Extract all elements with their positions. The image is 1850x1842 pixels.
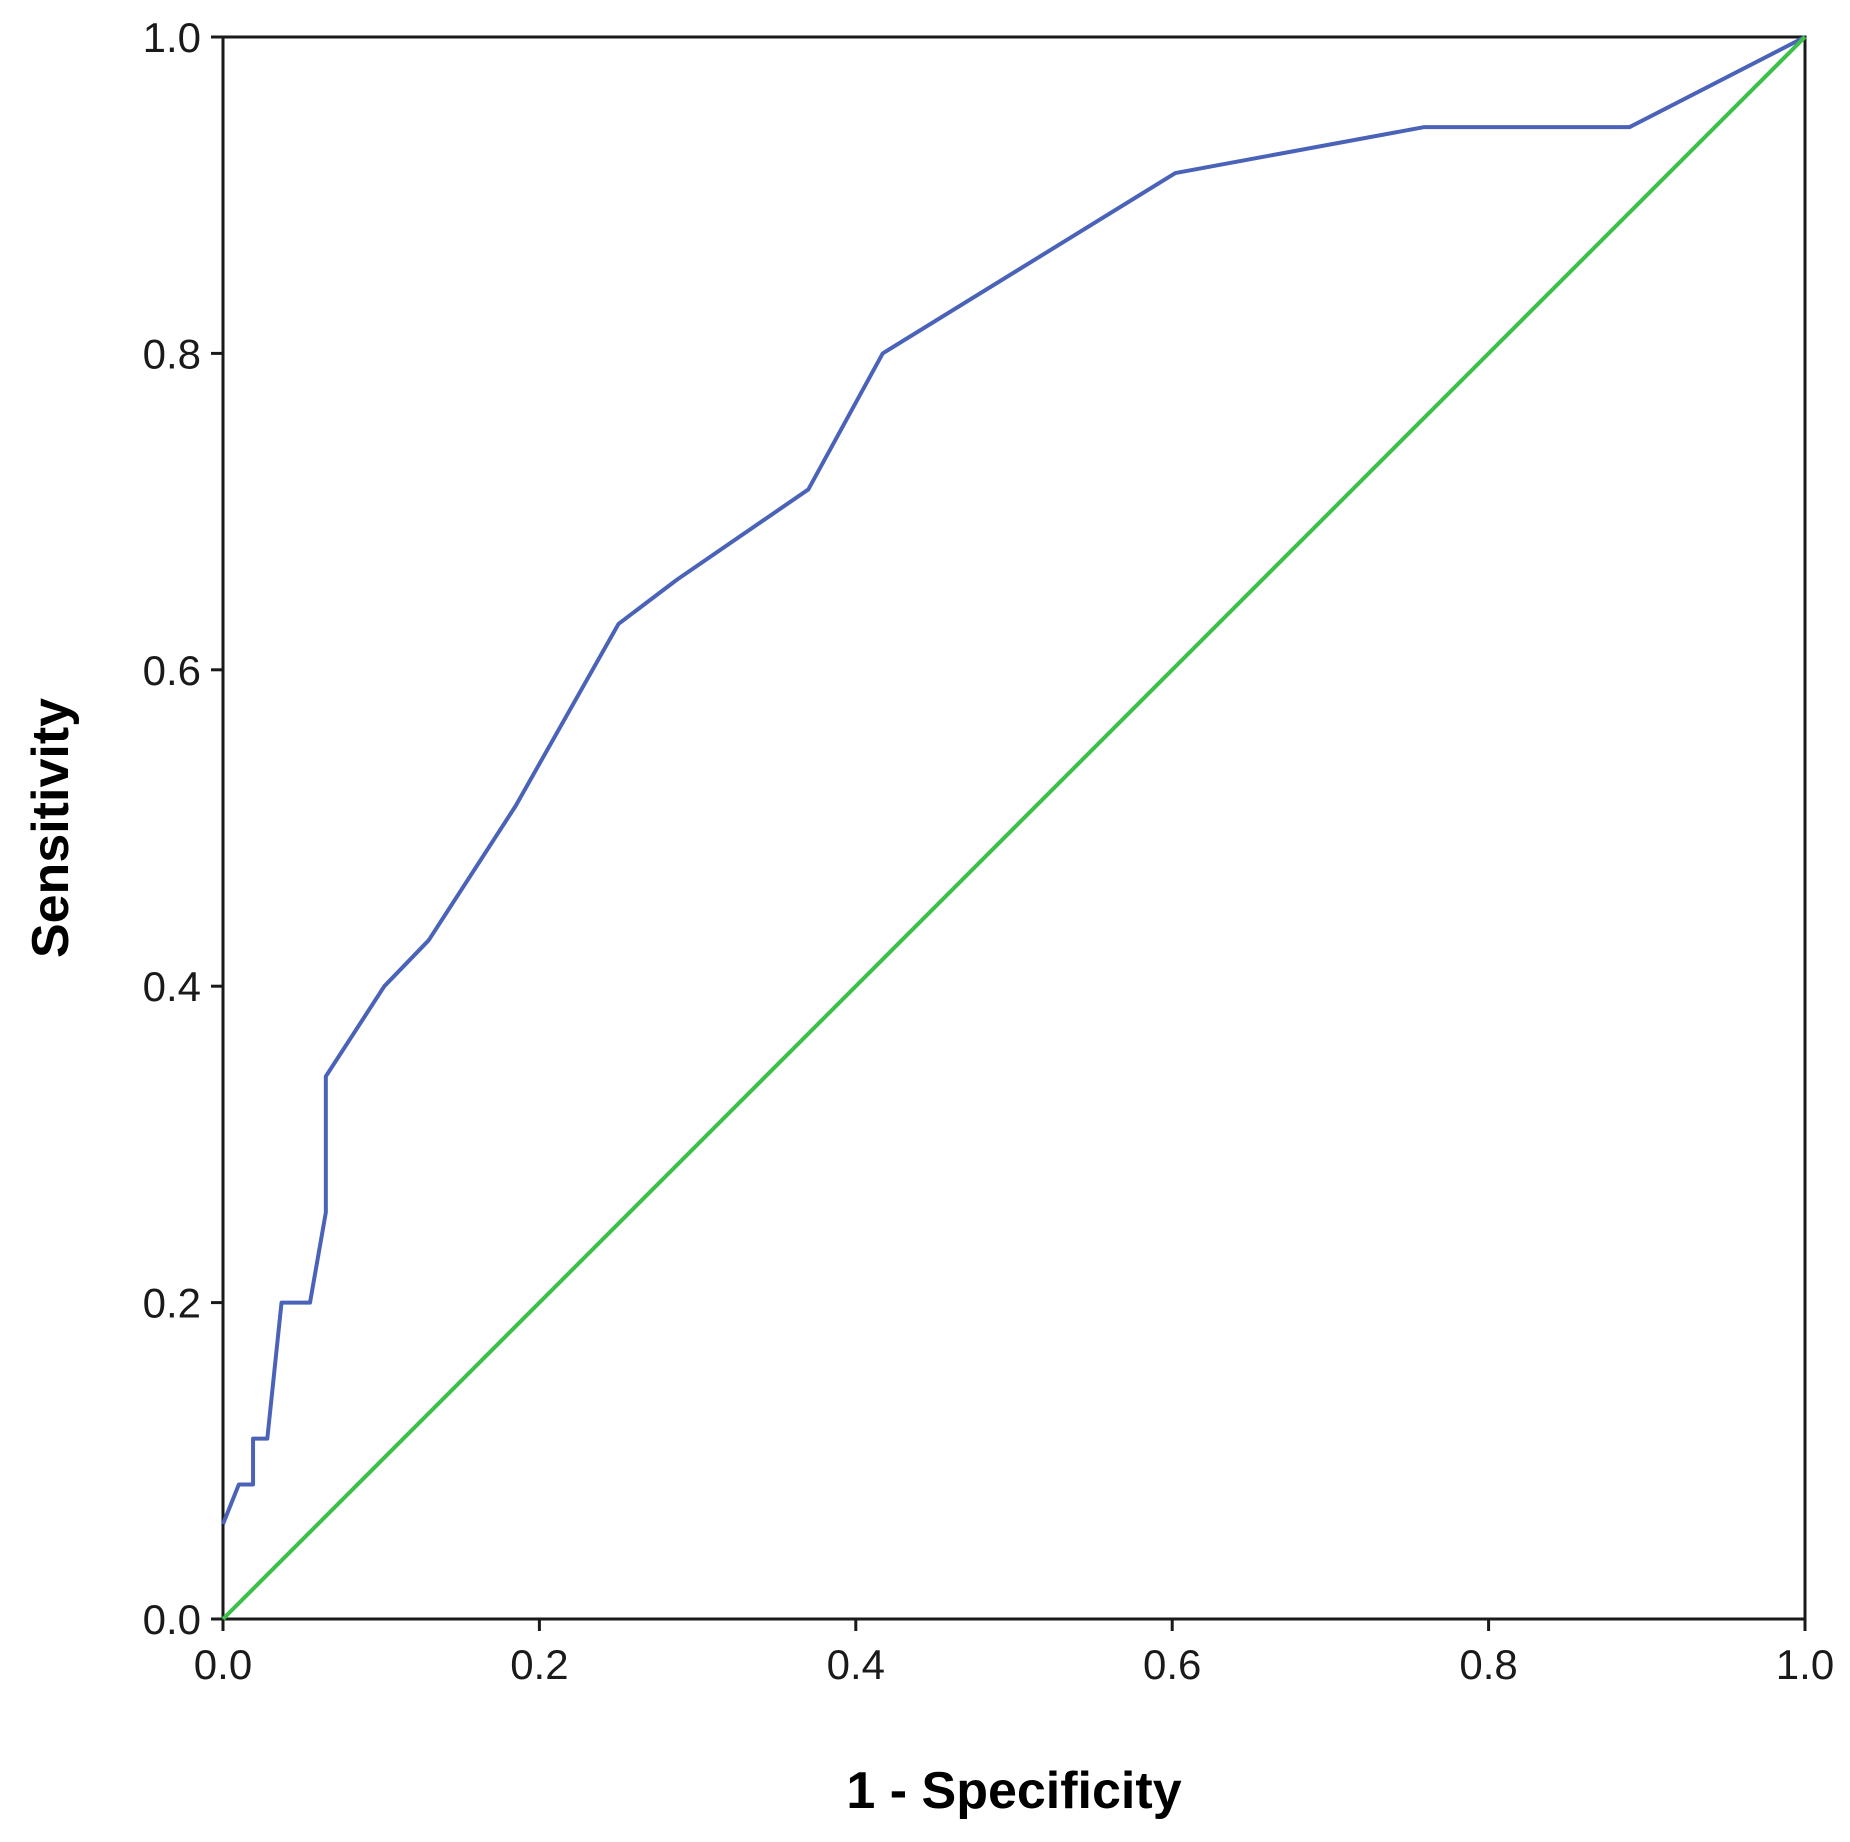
x-tick-label: 0.6	[1143, 1641, 1201, 1688]
reference-diagonal-line	[221, 35, 1807, 1621]
y-tick-label: 0.4	[143, 963, 201, 1010]
y-tick-label: 0.8	[143, 330, 201, 377]
y-tick-label: 1.0	[143, 14, 201, 61]
roc-curve-line	[221, 35, 1806, 1525]
y-tick-label: 0.2	[143, 1280, 201, 1327]
x-tick-label: 0.2	[510, 1641, 568, 1688]
x-tick-label: 0.4	[827, 1641, 885, 1688]
axis-tick-labels: 0.0 0.2 0.4 0.6 0.8 1.0 0.0 0.2 0.4 0.6 0.8 1.0	[143, 14, 1835, 1688]
y-tick-label: 0.6	[143, 647, 201, 694]
x-tick-label: 0.0	[194, 1641, 252, 1688]
x-tick-label: 0.8	[1459, 1641, 1517, 1688]
axis-ticks	[211, 35, 1807, 1631]
series-layer	[221, 35, 1807, 1621]
x-axis-title: 1 - Specificity	[846, 1762, 1181, 1820]
y-axis-title: Sensitivity	[22, 698, 80, 958]
y-tick-label: 0.0	[143, 1596, 201, 1643]
x-tick-label: 1.0	[1776, 1641, 1834, 1688]
